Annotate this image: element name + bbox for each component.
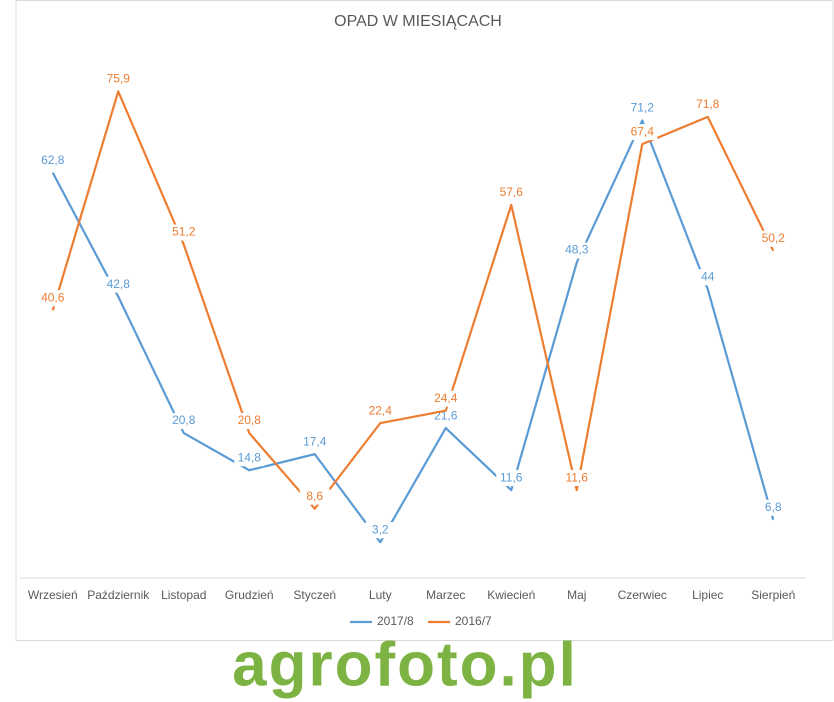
data-label: 42,8 xyxy=(107,277,131,291)
data-label: 24,4 xyxy=(434,391,458,405)
data-label: 11,6 xyxy=(500,470,523,484)
label-bg xyxy=(37,290,68,307)
x-tick-label: Maj xyxy=(567,588,586,602)
label-bg xyxy=(103,276,134,293)
label-bg xyxy=(103,71,134,88)
chart-title: OPAD W MIESIĄCACH xyxy=(334,13,502,30)
data-label: 44 xyxy=(701,269,715,283)
data-label: 57,6 xyxy=(500,185,524,199)
label-bg xyxy=(168,413,199,430)
label-bg xyxy=(299,488,330,505)
x-tick-label: Lipiec xyxy=(692,588,723,602)
data-label: 75,9 xyxy=(107,72,131,86)
x-tick-label: Styczeń xyxy=(293,588,336,602)
x-tick-label: Marzec xyxy=(426,588,465,602)
label-bg xyxy=(561,242,592,259)
data-label: 6,8 xyxy=(765,500,782,514)
data-label: 8,6 xyxy=(306,489,323,503)
label-bg xyxy=(561,470,592,487)
x-tick-label: Wrzesień xyxy=(28,588,78,602)
legend-label: 2016/7 xyxy=(455,614,492,628)
data-label: 22,4 xyxy=(369,403,393,417)
data-label: 17,4 xyxy=(303,434,327,448)
label-bg xyxy=(234,450,265,467)
data-label: 40,6 xyxy=(41,290,65,304)
label-bg xyxy=(758,230,789,247)
data-label: 3,2 xyxy=(372,522,389,536)
data-label: 14,8 xyxy=(238,450,262,464)
data-label: 50,2 xyxy=(762,231,786,245)
data-label: 48,3 xyxy=(565,243,589,257)
legend-label: 2017/8 xyxy=(377,614,414,628)
x-tick-label: Listopad xyxy=(161,588,206,602)
label-bg xyxy=(758,499,789,516)
label-bg xyxy=(234,413,265,430)
label-bg xyxy=(692,96,723,113)
data-label: 51,2 xyxy=(172,225,196,239)
label-bg xyxy=(365,522,396,539)
label-bg xyxy=(365,403,396,420)
data-label: 62,8 xyxy=(41,153,65,167)
label-bg xyxy=(496,184,527,201)
data-label: 11,6 xyxy=(566,470,589,484)
data-label: 71,2 xyxy=(631,101,655,115)
x-tick-label: Kwiecień xyxy=(487,588,535,602)
label-bg xyxy=(37,152,68,169)
x-tick-label: Luty xyxy=(369,588,392,602)
data-label: 20,8 xyxy=(238,413,262,427)
data-label: 67,4 xyxy=(631,124,655,138)
label-bg xyxy=(430,390,461,407)
x-tick-label: Czerwiec xyxy=(618,588,667,602)
label-bg xyxy=(299,434,330,451)
x-tick-label: Grudzień xyxy=(225,588,274,602)
x-tick-label: Sierpień xyxy=(751,588,795,602)
data-label: 71,8 xyxy=(696,97,720,111)
label-bg xyxy=(692,269,723,286)
label-bg xyxy=(627,100,658,117)
data-label: 20,8 xyxy=(172,413,196,427)
label-bg xyxy=(496,470,527,487)
x-tick-label: Październik xyxy=(87,588,150,602)
label-bg xyxy=(168,224,199,241)
label-bg xyxy=(627,124,658,141)
watermark: agrofoto.pl xyxy=(232,630,578,699)
series-line xyxy=(51,119,775,544)
